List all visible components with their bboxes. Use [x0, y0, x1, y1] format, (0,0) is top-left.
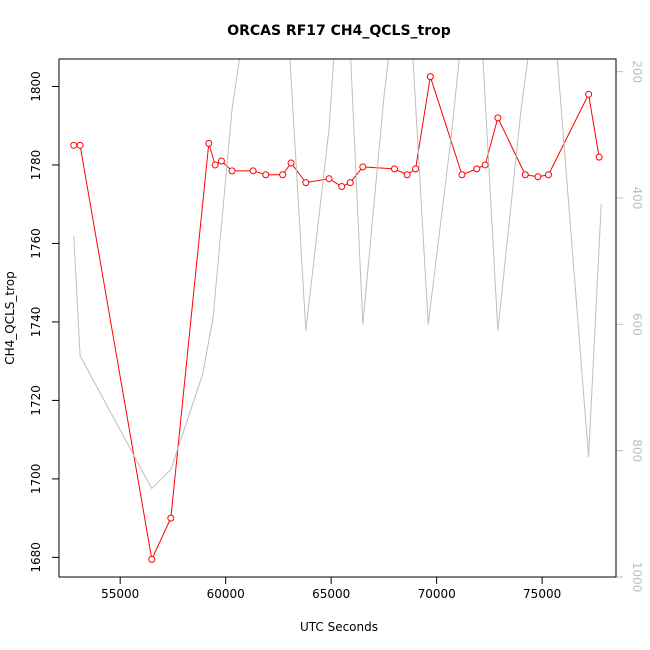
series-0-point-18 — [403, 171, 411, 179]
series-0-point-7 — [228, 167, 236, 175]
series-0-point-28 — [585, 90, 593, 98]
series-0-point-14 — [338, 183, 346, 191]
series-layer — [70, 59, 603, 563]
chart-title: ORCAS RF17 CH4_QCLS_trop — [227, 23, 451, 39]
series-0-point-11 — [287, 159, 295, 167]
series-0-point-20 — [426, 73, 434, 81]
y2-tick-label-4: 1000 — [630, 562, 644, 593]
axes-layer: 55000 60000 65000 70000 75000 1680 1700 1720 174… — [29, 60, 644, 601]
series-0-point-4 — [205, 139, 213, 147]
y-tick-label-5: 1780 — [29, 150, 43, 181]
y-tick-label-0: 1680 — [29, 542, 43, 573]
x-tick-label-2: 65000 — [312, 587, 350, 601]
plot-frame — [58, 58, 617, 578]
x-axis-label: UTC Seconds — [300, 620, 378, 634]
series-0-line — [73, 76, 600, 562]
x-tick-label-3: 70000 — [418, 587, 456, 601]
series-0-point-10 — [279, 171, 287, 179]
series-0-point-3 — [167, 514, 175, 522]
x-tick-label-0: 55000 — [101, 587, 139, 601]
series-0-point-9 — [262, 171, 270, 179]
series-0-point-12 — [302, 179, 310, 187]
series-0-point-15 — [346, 179, 354, 187]
series-0-point-19 — [412, 165, 420, 173]
y2-tick-label-3: 800 — [630, 439, 644, 462]
series-1-line — [73, 59, 602, 490]
y-tick-label-1: 1700 — [29, 464, 43, 495]
x-tick-label-1: 60000 — [207, 587, 245, 601]
x-tick-label-4: 75000 — [523, 587, 561, 601]
series-0-point-26 — [534, 173, 542, 181]
series-0-point-27 — [544, 171, 552, 179]
y2-tick-label-0: 200 — [630, 60, 644, 83]
series-0-point-5 — [211, 161, 219, 169]
y-tick-label-2: 1720 — [29, 385, 43, 416]
y-tick-label-3: 1740 — [29, 307, 43, 338]
series-0-point-24 — [494, 114, 502, 122]
series-0-point-16 — [359, 163, 367, 171]
y-axis-label: CH4_QCLS_trop — [3, 271, 17, 365]
y2-tick-label-1: 400 — [630, 187, 644, 210]
series-0-point-8 — [249, 167, 257, 175]
y2-tick-label-2: 600 — [630, 313, 644, 336]
series-0-point-25 — [521, 171, 529, 179]
series-0-point-0 — [70, 141, 78, 149]
series-0-point-13 — [325, 175, 333, 183]
y-tick-label-4: 1760 — [29, 228, 43, 259]
series-0-point-1 — [76, 141, 84, 149]
series-0-point-2 — [148, 555, 156, 563]
series-0-point-21 — [458, 171, 466, 179]
series-0-point-22 — [473, 165, 481, 173]
series-0-point-6 — [217, 157, 225, 165]
series-0-point-29 — [595, 153, 603, 161]
y-tick-label-6: 1800 — [29, 71, 43, 102]
series-0-point-23 — [481, 161, 489, 169]
series-0-point-17 — [390, 165, 398, 173]
